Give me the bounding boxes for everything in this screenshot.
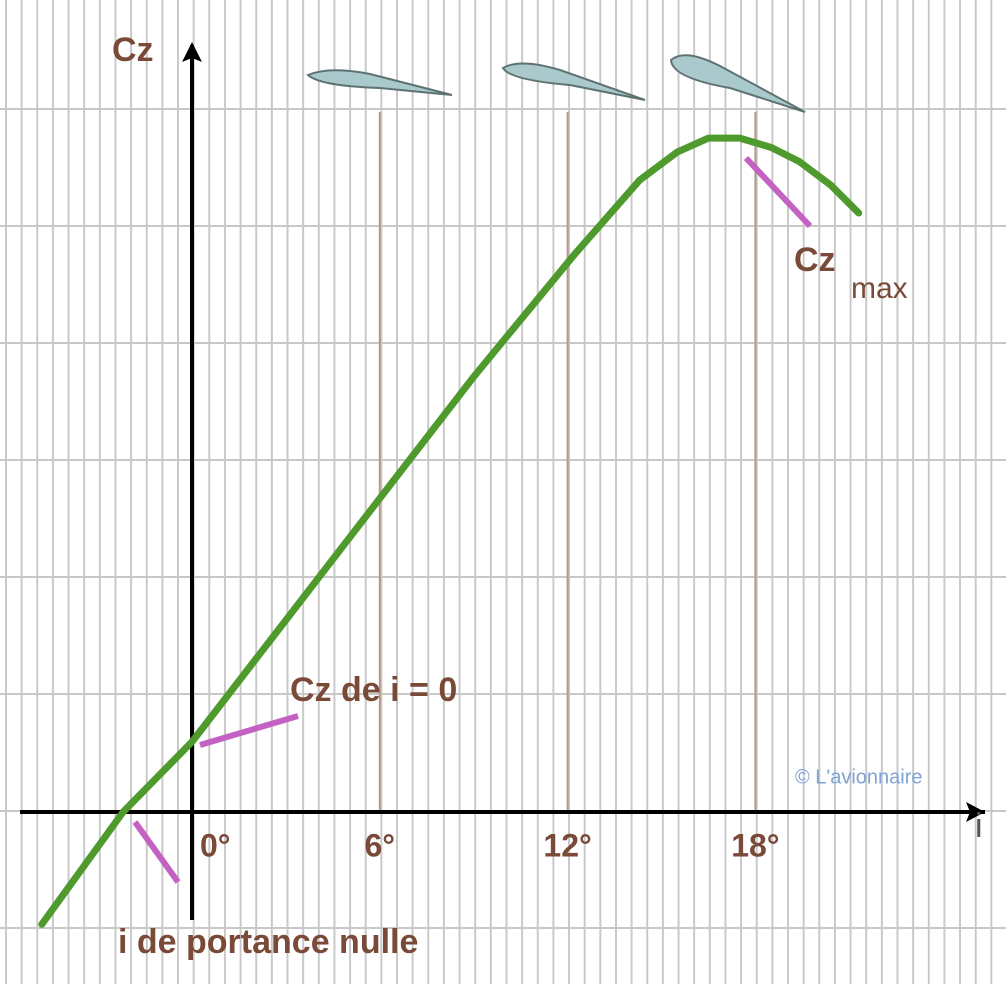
lift-curve (42, 138, 859, 924)
annotation-subscript: max (851, 272, 908, 305)
x-axis-label: i (975, 807, 983, 845)
x-tick-label: 6° (365, 827, 396, 863)
annotation: Cz (794, 241, 836, 279)
x-tick-label: 18° (731, 827, 779, 863)
chart: Cz i Cz de i = 0 i de portance nulle Cz … (0, 0, 1006, 984)
x-tick-label: 0° (200, 827, 231, 863)
annotation: Cz de i = 0 (290, 671, 457, 709)
annotation: i de portance nulle (118, 923, 418, 961)
airfoil (308, 70, 452, 95)
airfoil (671, 55, 805, 112)
credit: © L'avionnaire (795, 766, 923, 788)
x-tick-label: 12° (543, 827, 591, 863)
airfoil (503, 63, 645, 100)
leader-line (135, 822, 178, 882)
leader-line (200, 716, 298, 745)
y-axis-label: Cz (112, 31, 154, 69)
